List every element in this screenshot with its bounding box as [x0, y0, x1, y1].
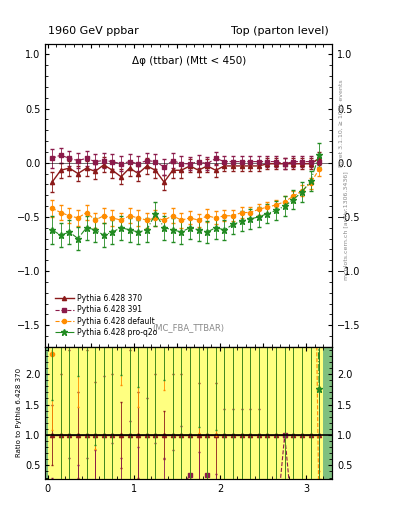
Bar: [168, 347, 177, 479]
Bar: [194, 347, 203, 479]
Bar: [160, 347, 168, 479]
Bar: [143, 347, 151, 479]
Bar: [315, 347, 323, 479]
Text: mcplots.cern.ch [arXiv:1306.3436]: mcplots.cern.ch [arXiv:1306.3436]: [344, 171, 349, 280]
Text: (MC_FBA_TTBAR): (MC_FBA_TTBAR): [152, 323, 225, 332]
Bar: [229, 347, 237, 479]
Bar: [237, 347, 246, 479]
Bar: [82, 347, 91, 479]
Bar: [185, 347, 194, 479]
Legend: Pythia 6.428 370, Pythia 6.428 391, Pythia 6.428 default, Pythia 6.428 pro-q2o: Pythia 6.428 370, Pythia 6.428 391, Pyth…: [52, 291, 160, 340]
Y-axis label: Ratio to Pythia 6.428 370: Ratio to Pythia 6.428 370: [16, 368, 22, 457]
Text: Rivet 3.1.10, ≥ 100k events: Rivet 3.1.10, ≥ 100k events: [339, 79, 344, 167]
Bar: [272, 347, 280, 479]
Bar: [263, 347, 272, 479]
Bar: [99, 347, 108, 479]
Bar: [48, 347, 56, 479]
Bar: [65, 347, 73, 479]
Bar: [246, 347, 255, 479]
Bar: [151, 347, 160, 479]
Bar: [73, 347, 82, 479]
Bar: [177, 347, 185, 479]
Bar: [108, 347, 117, 479]
Bar: [134, 347, 143, 479]
Bar: [306, 347, 315, 479]
Bar: [211, 347, 220, 479]
Bar: [298, 347, 306, 479]
Bar: [255, 347, 263, 479]
Bar: [289, 347, 298, 479]
Bar: [56, 347, 65, 479]
Text: Top (parton level): Top (parton level): [231, 26, 329, 36]
Bar: [220, 347, 229, 479]
Bar: [117, 347, 125, 479]
Bar: [125, 347, 134, 479]
Bar: [280, 347, 289, 479]
Text: Δφ (ttbar) (Mtt < 450): Δφ (ttbar) (Mtt < 450): [132, 56, 246, 66]
Text: 1960 GeV ppbar: 1960 GeV ppbar: [48, 26, 139, 36]
Bar: [203, 347, 211, 479]
Bar: [91, 347, 99, 479]
